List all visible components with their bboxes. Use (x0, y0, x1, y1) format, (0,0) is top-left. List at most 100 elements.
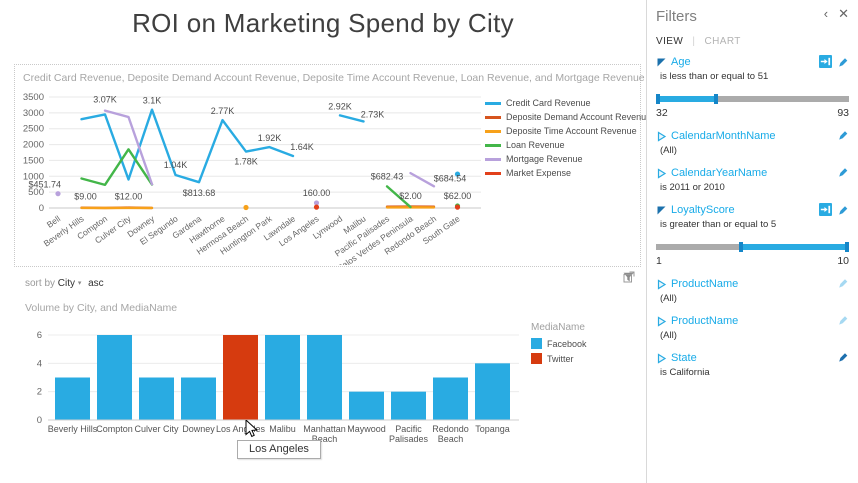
expand-triangle-icon[interactable] (656, 130, 667, 142)
filter-row: CalendarMonthName (656, 129, 849, 143)
filter-row: ProductName (656, 314, 849, 328)
bar-pacific-palisades[interactable] (391, 391, 426, 420)
sort-field-dropdown[interactable]: City ▾ (57, 278, 82, 289)
bar-compton[interactable] (97, 335, 132, 420)
bar-chart-widget[interactable]: sort by City ▾ asc Volume by City, and M… (14, 271, 641, 477)
range-slider-handle[interactable] (845, 242, 849, 252)
popout-icon[interactable] (623, 271, 635, 283)
series-credit-card-revenue[interactable] (80, 108, 295, 184)
edit-pencil-icon[interactable] (837, 56, 849, 68)
bar-malibu[interactable] (265, 335, 300, 420)
x-category-label[interactable]: Beverly Hills (48, 424, 98, 434)
legend-item-credit-card-revenue: Credit Card Revenue (485, 98, 651, 108)
x-category-label[interactable]: Topanga (475, 424, 510, 434)
x-category-label[interactable]: Maywood (347, 424, 386, 434)
edit-pencil-icon[interactable] (837, 166, 849, 178)
point-credit-card-revenue[interactable] (454, 171, 461, 177)
filter-row: CalendarYearName (656, 166, 849, 180)
legend-item-deposite-demand-account-revenue: Deposite Demand Account Revenue (485, 112, 651, 122)
point-mortgage-revenue[interactable] (313, 200, 320, 206)
x-category-label[interactable]: Downey (182, 424, 215, 434)
collapse-panel-icon[interactable]: ‹ (823, 6, 829, 21)
bar-maywood[interactable] (349, 391, 384, 420)
expand-triangle-icon[interactable] (656, 315, 667, 327)
legend-swatch (531, 338, 542, 349)
filters-tabs: VIEW | CHART (647, 26, 858, 47)
collapse-triangle-icon[interactable] (656, 205, 667, 216)
data-label: 1.92K (258, 133, 282, 143)
range-min-label: 1 (656, 255, 662, 267)
tab-chart[interactable]: CHART (704, 36, 741, 47)
line-chart-title: Credit Card Revenue, Deposite Demand Acc… (23, 72, 680, 84)
chevron-down-icon[interactable]: ▾ (77, 280, 82, 287)
sort-direction-toggle[interactable]: asc (88, 278, 104, 289)
filter-scope-icon[interactable] (819, 55, 832, 68)
x-category-label[interactable]: Redondo Beach (432, 424, 469, 444)
filter-name[interactable]: ProductName (671, 315, 739, 327)
y-tick-label: 2500 (23, 124, 44, 135)
edit-pencil-icon[interactable] (837, 277, 849, 289)
series-mortgage-revenue[interactable] (409, 171, 436, 188)
point-mortgage-revenue[interactable] (55, 191, 61, 197)
bar-topanga[interactable] (475, 363, 510, 420)
bar-redondo-beach[interactable] (433, 377, 468, 421)
series-mortgage-revenue[interactable] (103, 109, 154, 186)
x-category-label[interactable]: Culver City (134, 424, 179, 434)
data-label: 2.77K (211, 106, 235, 116)
bar-manhattan-beach[interactable] (307, 335, 342, 420)
series-loan-revenue[interactable] (80, 148, 154, 187)
point-market-expense[interactable] (313, 204, 320, 210)
tab-view[interactable]: VIEW (656, 36, 684, 47)
y-tick-label: 3000 (23, 108, 44, 119)
filter-scope-icon[interactable] (819, 203, 832, 216)
edit-pencil-icon[interactable] (837, 314, 849, 326)
bar-beverly-hills[interactable] (55, 377, 90, 421)
series-loan-revenue[interactable] (385, 185, 412, 209)
filter-name[interactable]: CalendarMonthName (671, 130, 776, 142)
filter-condition: is greater than or equal to 5 (660, 219, 777, 230)
filter-name[interactable]: ProductName (671, 278, 739, 290)
range-slider-track[interactable] (656, 242, 849, 252)
expand-triangle-icon[interactable] (656, 352, 667, 364)
data-label: $682.43 (371, 171, 404, 181)
bar-los-angeles[interactable] (223, 335, 258, 420)
legend-swatch (485, 129, 501, 133)
close-panel-icon[interactable]: ✕ (838, 6, 849, 21)
collapse-triangle-icon[interactable] (656, 57, 667, 68)
x-category-label[interactable]: Compton (96, 424, 133, 434)
expand-triangle-icon[interactable] (656, 167, 667, 179)
bar-culver-city[interactable] (139, 377, 174, 421)
range-slider-track[interactable] (656, 94, 849, 104)
filter-condition: (All) (660, 330, 677, 341)
filter-icons (819, 203, 849, 216)
data-label: 2.73K (361, 109, 385, 119)
range-slider-handle[interactable] (656, 94, 660, 104)
filter-name[interactable]: State (671, 352, 697, 364)
edit-pencil-icon[interactable] (837, 204, 849, 216)
expand-triangle-icon[interactable] (656, 278, 667, 290)
series-credit-card-revenue[interactable] (338, 114, 365, 123)
edit-pencil-icon[interactable] (837, 129, 849, 141)
range-slider-handle[interactable] (713, 94, 718, 104)
bar-downey[interactable] (181, 377, 216, 421)
edit-pencil-icon[interactable] (837, 351, 849, 363)
filter-productname: ProductName (All) (656, 314, 849, 341)
filter-name[interactable]: CalendarYearName (671, 167, 768, 179)
y-tick-label: 2 (37, 387, 42, 398)
range-slider-handle[interactable] (738, 242, 743, 252)
y-tick-label: 0 (39, 203, 44, 214)
y-tick-label: 1000 (23, 171, 44, 182)
legend-swatch (485, 101, 501, 105)
legend-item-facebook: Facebook (531, 338, 587, 349)
line-chart-widget[interactable]: Credit Card Revenue, Deposite Demand Acc… (14, 64, 680, 267)
filter-name[interactable]: LoyaltyScore (671, 204, 735, 216)
x-category-label[interactable]: Manhattan Beach (303, 424, 346, 444)
point-deposite-time-account-revenue[interactable] (243, 204, 249, 211)
point-market-expense[interactable] (454, 204, 461, 210)
x-category-label[interactable]: Malibu (269, 424, 296, 434)
x-category-label[interactable]: Pacific Palisades (389, 424, 429, 444)
legend-item-mortgage-revenue: Mortgage Revenue (485, 154, 651, 164)
filter-name[interactable]: Age (671, 56, 691, 68)
x-category-label[interactable]: Los Angeles (216, 424, 266, 434)
